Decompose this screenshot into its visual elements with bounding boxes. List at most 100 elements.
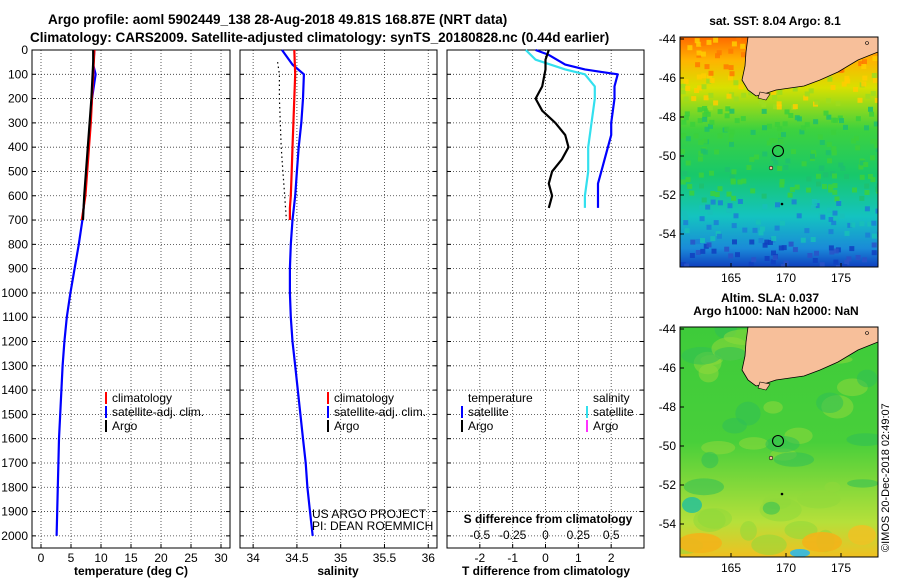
sst-cell — [748, 261, 754, 267]
legend-s-argo-label: Argo — [593, 419, 619, 433]
sst-cell — [680, 179, 686, 185]
land-campbell — [780, 492, 784, 496]
sst-cell — [842, 264, 848, 267]
sla-anomaly-blob — [773, 452, 815, 467]
sst-cell — [727, 203, 733, 209]
sst-cell — [762, 151, 768, 157]
grid-layer — [32, 49, 644, 548]
depth-tick-label: 1000 — [1, 286, 28, 300]
sst-cell — [803, 95, 809, 101]
pi-credit: PI: DEAN ROEMMICH — [312, 519, 433, 533]
x-tick-label: 35 — [334, 551, 348, 565]
sst-cell — [771, 236, 777, 242]
sst-cell — [853, 86, 859, 92]
legend-temperature-title: temperature — [468, 391, 533, 405]
sst-cell — [861, 81, 867, 87]
depth-tick-label: 800 — [8, 237, 28, 251]
sla-argo-location-marker — [771, 434, 785, 448]
legend-argo-label: Argo — [112, 419, 138, 433]
sst-cell — [832, 183, 838, 189]
sla-map-subtitle: Argo h1000: NaN h2000: NaN — [693, 304, 858, 318]
sst-cell — [694, 38, 700, 44]
series-line — [288, 49, 297, 220]
sst-cell — [872, 56, 878, 62]
sst-cell — [682, 171, 688, 176]
sst-cell — [750, 129, 756, 135]
map-lon-tick-label: 165 — [721, 561, 741, 575]
sst-cell — [817, 134, 823, 140]
sst-cell — [681, 119, 687, 125]
sst-cell — [828, 184, 833, 190]
sla-anomaly-blob — [697, 508, 733, 529]
sst-cell — [696, 50, 702, 56]
map-lon-tick-label: 165 — [721, 271, 741, 285]
depth-tick-label: 500 — [8, 164, 28, 178]
depth-tick-label: 1900 — [1, 505, 28, 519]
sst-cell — [683, 220, 689, 226]
sst-cell — [731, 41, 737, 47]
sst-cell — [873, 121, 878, 127]
sst-cell — [820, 214, 826, 220]
sst-cell — [767, 240, 773, 245]
sst-cell — [858, 61, 864, 67]
land-auckland-islands — [768, 165, 774, 171]
sst-cell — [705, 204, 711, 210]
series-line — [535, 48, 619, 208]
sst-cell — [844, 174, 849, 179]
sst-cell — [831, 220, 837, 226]
sst-cell — [685, 160, 691, 166]
sst-cell — [733, 80, 739, 86]
depth-tick-label: 0 — [21, 43, 28, 57]
sst-cell — [707, 209, 713, 215]
sst-cell — [832, 210, 838, 216]
salinity-axis-label: salinity — [317, 564, 359, 578]
temperature-axis-label: temperature (deg C) — [74, 564, 188, 578]
sst-cell — [854, 135, 859, 141]
depth-tick-label: 1300 — [1, 359, 28, 373]
sst-cell — [870, 91, 876, 97]
sst-cell — [683, 96, 689, 102]
map-lat-tick-label: -48 — [659, 110, 677, 124]
sst-cell — [746, 165, 752, 170]
sst-cell — [750, 188, 756, 194]
sst-cell — [863, 162, 869, 167]
sst-cell — [772, 255, 778, 261]
sst-cell — [761, 102, 767, 108]
sst-cell — [709, 119, 715, 125]
sst-cell — [684, 263, 690, 267]
sst-cell — [781, 245, 787, 251]
sst-cell — [710, 236, 716, 242]
sst-cell — [833, 248, 839, 254]
series-line — [81, 50, 95, 221]
sst-cell — [831, 129, 837, 135]
sst-cell — [725, 106, 731, 112]
sst-cell — [741, 178, 747, 184]
sst-cell — [680, 262, 686, 267]
x-tick-label: -2 — [474, 551, 485, 565]
sst-cell — [755, 219, 761, 225]
sst-cell — [815, 199, 820, 205]
depth-tick-label: 1800 — [1, 480, 28, 494]
sst-cell — [695, 250, 701, 255]
sst-cell — [687, 184, 693, 189]
sst-cell — [709, 78, 715, 83]
sst-cell — [699, 183, 704, 189]
sst-cell — [776, 101, 782, 107]
map-lon-tick-label: 170 — [776, 271, 796, 285]
sst-cell — [729, 108, 735, 114]
sla-anomaly-blob — [846, 433, 878, 447]
sst-cell — [875, 186, 878, 192]
sst-cell — [814, 99, 820, 105]
sst-cell — [715, 231, 721, 237]
sst-cell — [729, 141, 734, 147]
sst-cell — [810, 205, 816, 210]
sst-cell — [778, 138, 784, 144]
sst-cell — [754, 154, 760, 160]
sst-cell — [713, 220, 719, 226]
sst-cell — [735, 252, 740, 258]
depth-tick-label: 900 — [8, 262, 28, 276]
sst-cell — [823, 172, 829, 178]
sst-cell — [828, 187, 834, 193]
map-lon-tick-label: 170 — [776, 561, 796, 575]
map-lon-tick-label: 175 — [831, 271, 851, 285]
